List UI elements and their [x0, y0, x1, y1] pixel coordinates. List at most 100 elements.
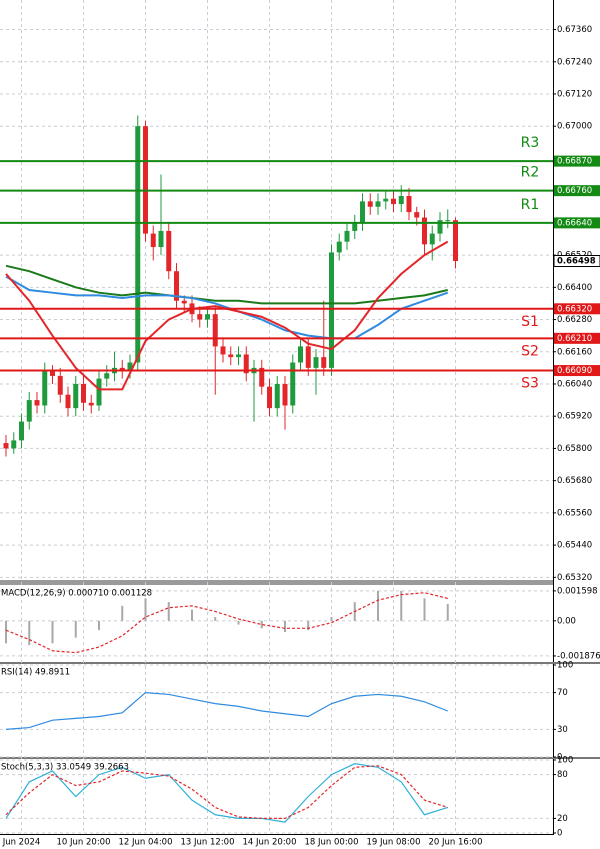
candle-body: [391, 198, 396, 205]
y-tick-label: 0.001598: [557, 586, 598, 596]
candle-body: [104, 373, 110, 379]
candle-body: [205, 314, 210, 320]
histogram-bar: [5, 620, 7, 644]
level-name: R3: [521, 135, 540, 151]
candle-body: [143, 126, 148, 234]
y-tick-label: 0.00: [557, 616, 576, 626]
histogram-bar: [121, 605, 124, 621]
histogram-bar: [330, 617, 333, 621]
candle-body: [26, 400, 32, 422]
x-tick-label: 10 Jun 20:00: [57, 838, 111, 848]
histogram-bar: [28, 620, 31, 646]
candle-body: [96, 378, 102, 406]
y-tick-label: 30: [557, 725, 568, 735]
candle-body: [282, 383, 288, 406]
candle-body: [65, 394, 71, 409]
histogram-bar: [400, 590, 403, 621]
y-tick-label: 0.67240: [557, 57, 592, 67]
histogram-bar: [237, 620, 240, 625]
candle-body: [321, 357, 327, 368]
y-tick-label: 0.66040: [557, 379, 592, 389]
candle-body: [336, 241, 342, 253]
level-price-box: [554, 155, 600, 167]
indicator-line: [5, 275, 449, 340]
candle-body: [181, 300, 187, 304]
candle-body: [344, 230, 350, 242]
y-tick-label: 0.66400: [557, 283, 592, 293]
histogram-bar: [260, 620, 263, 629]
histogram-bar: [98, 620, 100, 631]
candle-body: [274, 383, 280, 409]
candle-body: [236, 354, 241, 358]
histogram-bar: [446, 603, 449, 621]
candle-body: [119, 367, 125, 371]
x-tick-label: 20 Jun 16:00: [429, 838, 483, 848]
y-tick-label: 0.65320: [557, 573, 592, 583]
candle-body: [42, 370, 48, 406]
histogram-bar: [423, 598, 426, 621]
candle-body: [57, 375, 63, 395]
candle-body: [329, 252, 334, 368]
candle-body: [174, 271, 179, 301]
y-tick-label: 100: [557, 661, 573, 671]
candle-body: [212, 314, 218, 347]
level-price-box: [554, 303, 600, 315]
candle-body: [429, 233, 435, 245]
candle-body: [383, 198, 389, 202]
y-tick-label: 0.65560: [557, 508, 592, 518]
level-price-box: [554, 332, 600, 344]
histogram-bar: [167, 602, 170, 621]
y-tick-label: 0.66160: [557, 347, 592, 357]
candle-body: [158, 230, 164, 248]
histogram-bar: [74, 620, 77, 638]
y-tick-label: 0.67360: [557, 25, 592, 35]
candle-body: [414, 212, 420, 218]
histogram-bar: [284, 620, 286, 633]
x-tick-label: 18 Jun 00:00: [305, 838, 359, 848]
histogram-bar: [191, 609, 193, 621]
candle-body: [267, 386, 272, 409]
y-tick-label: 0.66280: [557, 315, 592, 325]
candle-body: [375, 201, 381, 207]
x-tick-label: 14 Jun 20:00: [243, 838, 297, 848]
y-tick-label: -0.001876: [557, 651, 600, 661]
y-tick-label: 70: [557, 688, 568, 698]
candle-body: [290, 362, 296, 406]
indicator-line: [5, 763, 448, 823]
y-tick-label: 80: [557, 770, 568, 780]
candle-body: [3, 443, 9, 449]
y-tick-label: 100: [557, 756, 573, 766]
y-tick-label: 20: [557, 814, 568, 824]
candle-body: [166, 230, 172, 272]
indicator-line: [5, 691, 448, 730]
candle-body: [313, 357, 319, 368]
level-name: S1: [521, 314, 539, 330]
candle-body: [305, 346, 311, 368]
candle-body: [127, 362, 133, 371]
y-tick-label: 0.65680: [557, 476, 592, 486]
candle-body: [367, 201, 373, 207]
level-name: S3: [521, 376, 539, 392]
level-price-box: [554, 217, 600, 229]
level-price-label: 0.66760: [557, 186, 592, 196]
y-tick-label: 0.67000: [557, 122, 592, 132]
candle-body: [360, 201, 365, 223]
y-tick-label: 0.65440: [557, 541, 592, 551]
level-price-label: 0.66640: [557, 218, 592, 228]
level-name: R1: [521, 197, 540, 213]
candle-body: [228, 354, 234, 358]
level-name: R2: [521, 165, 540, 181]
x-tick-label: Jun 2024: [2, 838, 41, 848]
last-price-box: [553, 255, 600, 267]
candle-body: [50, 370, 55, 376]
level-price-box: [554, 365, 600, 377]
panel-title: RSI(14) 49.8911: [1, 668, 70, 678]
candle-body: [135, 126, 141, 363]
candle-body: [406, 196, 412, 213]
histogram-bar: [307, 620, 310, 631]
candle-body: [19, 421, 24, 441]
candle-body: [352, 222, 358, 231]
candle-body: [73, 383, 79, 409]
last-price-label: 0.66498: [557, 257, 596, 267]
